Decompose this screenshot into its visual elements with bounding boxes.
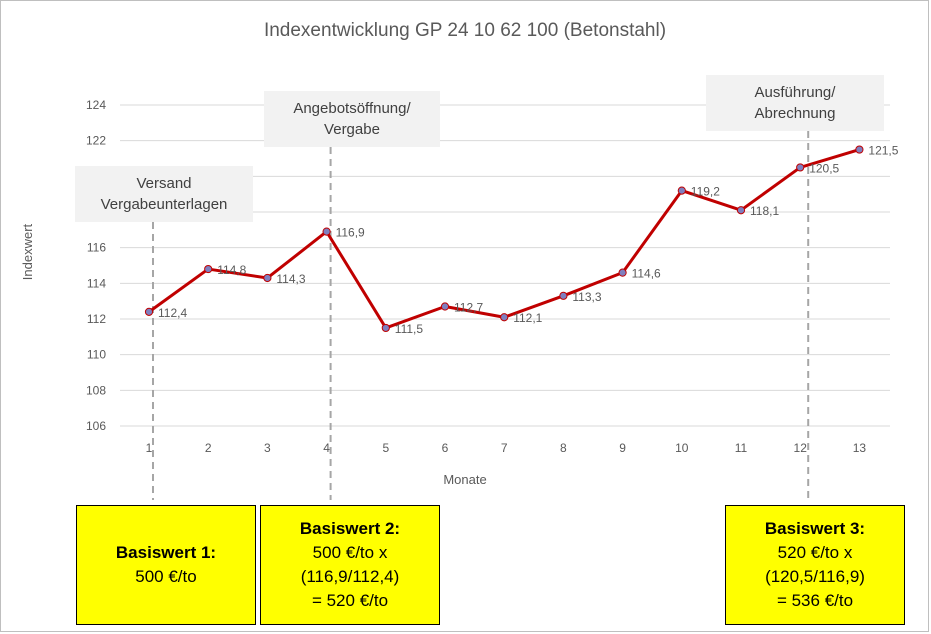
data-point bbox=[322, 227, 331, 236]
data-point bbox=[796, 163, 805, 172]
data-point bbox=[500, 313, 509, 322]
basiswert-line: = 520 €/to bbox=[311, 591, 389, 610]
basiswert-1-box: Basiswert 1: 500 €/to bbox=[76, 505, 256, 625]
x-tick-label: 6 bbox=[442, 441, 449, 455]
data-label: 121,5 bbox=[868, 144, 898, 158]
y-tick-label: 116 bbox=[87, 241, 106, 255]
data-label: 114,3 bbox=[276, 272, 305, 286]
data-label: 118,1 bbox=[750, 204, 779, 218]
y-tick-label: 114 bbox=[87, 276, 106, 290]
data-point bbox=[677, 186, 686, 195]
basiswert-line: 500 €/to bbox=[135, 567, 197, 586]
y-tick-label: 122 bbox=[86, 134, 106, 148]
x-tick-label: 7 bbox=[501, 441, 508, 455]
x-axis-label: Monate bbox=[443, 472, 486, 487]
x-tick-label: 11 bbox=[735, 441, 748, 455]
data-point bbox=[618, 268, 627, 277]
data-label: 119,2 bbox=[691, 185, 720, 199]
annotation-line: Ausführung/ bbox=[754, 84, 836, 101]
basiswert-line: (116,9/112,4) bbox=[300, 567, 400, 586]
basiswert-title: Basiswert 3: bbox=[764, 519, 866, 538]
y-tick-label: 106 bbox=[86, 419, 106, 433]
annotation-vergabe: Angebotsöffnung/ Vergabe bbox=[264, 91, 440, 147]
basiswert-3-box: Basiswert 3: 520 €/to x (120,5/116,9) = … bbox=[725, 505, 905, 625]
x-tick-label: 12 bbox=[794, 441, 808, 455]
x-tick-label: 8 bbox=[560, 441, 567, 455]
x-tick-label: 9 bbox=[619, 441, 626, 455]
basiswert-line: 500 €/to x bbox=[312, 543, 388, 562]
x-tick-label: 4 bbox=[323, 441, 330, 455]
basiswert-title: Basiswert 2: bbox=[299, 519, 401, 538]
data-label: 116,9 bbox=[336, 226, 365, 240]
data-label: 114,8 bbox=[217, 263, 246, 277]
data-point bbox=[263, 273, 272, 283]
data-point bbox=[736, 206, 746, 215]
x-tick-label: 5 bbox=[382, 441, 389, 455]
data-point bbox=[440, 302, 450, 311]
basiswert-line: 520 €/to x bbox=[777, 543, 853, 562]
y-tick-label: 108 bbox=[86, 383, 106, 397]
x-tick-label: 2 bbox=[205, 441, 212, 455]
data-label: 112,7 bbox=[454, 301, 483, 315]
basiswert-2-box: Basiswert 2: 500 €/to x (116,9/112,4) = … bbox=[260, 505, 440, 625]
x-tick-label: 1 bbox=[146, 441, 153, 455]
y-axis-label: Indexwert bbox=[20, 223, 35, 280]
data-point bbox=[855, 145, 864, 154]
x-tick-label: 13 bbox=[853, 441, 867, 455]
data-label: 112,4 bbox=[158, 306, 187, 320]
basiswert-line: (120,5/116,9) bbox=[765, 567, 865, 586]
data-label: 112,1 bbox=[513, 311, 542, 325]
chart-title: Indexentwicklung GP 24 10 62 100 (Betons… bbox=[264, 20, 666, 41]
x-tick-label: 3 bbox=[264, 441, 271, 455]
data-label: 111,5 bbox=[395, 322, 424, 336]
y-tick-label: 110 bbox=[87, 348, 106, 362]
data-label: 114,6 bbox=[632, 267, 661, 281]
annotation-line: Angebotsöffnung/ bbox=[293, 100, 411, 117]
data-point bbox=[144, 307, 154, 316]
x-tick-label: 10 bbox=[675, 441, 689, 455]
data-point bbox=[204, 264, 213, 274]
data-point bbox=[381, 323, 390, 333]
annotation-line: Vergabeunterlagen bbox=[100, 196, 228, 213]
y-tick-label: 112 bbox=[87, 312, 106, 326]
data-point bbox=[559, 291, 568, 300]
data-label: 113,3 bbox=[572, 290, 601, 304]
annotation-ausfuehrung: Ausführung/ Abrechnung bbox=[706, 75, 884, 131]
y-tick-label: 124 bbox=[86, 98, 106, 112]
basiswert-title: Basiswert 1: bbox=[115, 543, 217, 562]
annotation-line: Versand bbox=[136, 175, 192, 192]
annotation-line: Vergabe bbox=[324, 121, 380, 138]
basiswert-line: = 536 €/to bbox=[776, 591, 854, 610]
annotation-line: Abrechnung bbox=[754, 105, 836, 122]
annotation-versand: Versand Vergabeunterlagen bbox=[75, 166, 253, 222]
data-label: 120,5 bbox=[809, 161, 839, 175]
